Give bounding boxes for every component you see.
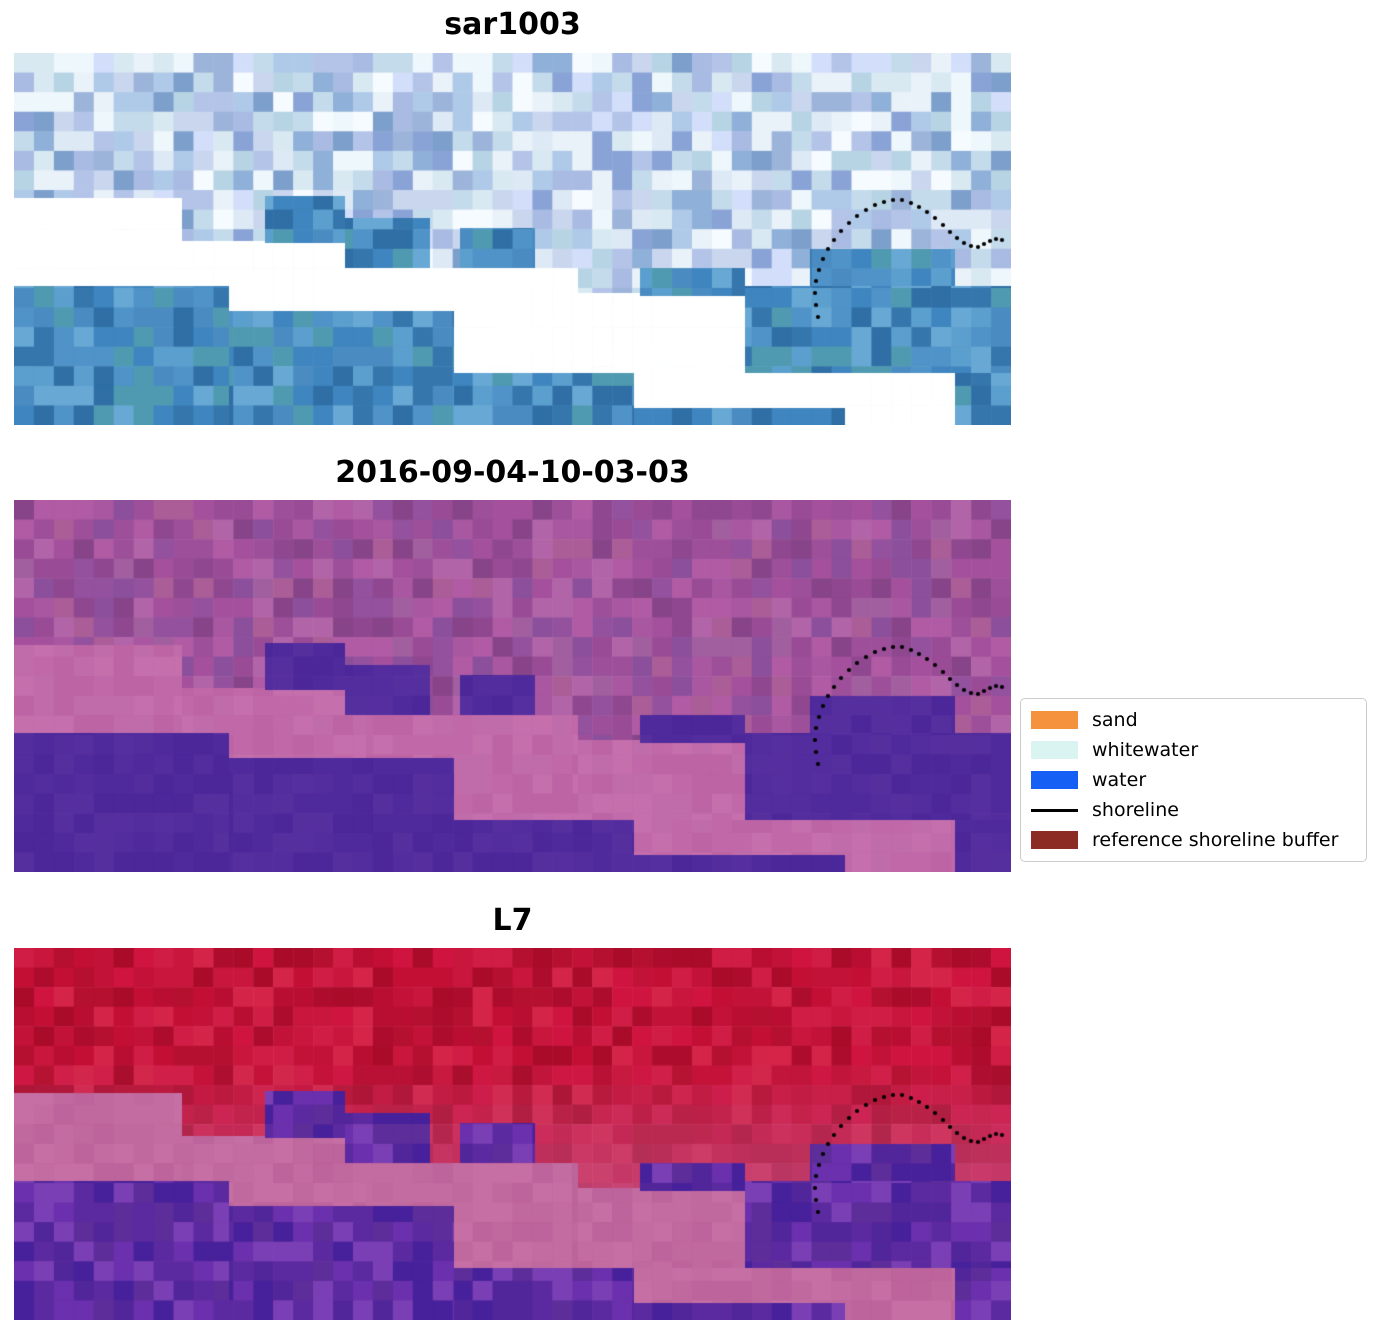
shoreline-line-swatch [1031, 808, 1078, 812]
panel-title-classified-date: 2016-09-04-10-03-03 [335, 455, 690, 490]
legend-item-whitewater: whitewater [1031, 735, 1356, 765]
legend-label-water: water [1092, 769, 1147, 791]
legend-item-reference-shoreline-buffer: reference shoreline buffer [1031, 825, 1356, 855]
panel-image-l7 [14, 948, 1011, 1320]
panel-image-classified-date [14, 500, 1011, 872]
whitewater-swatch [1031, 741, 1078, 759]
legend-item-shoreline: shoreline [1031, 795, 1356, 825]
reference-shoreline-buffer-swatch [1031, 831, 1078, 849]
legend-item-water: water [1031, 765, 1356, 795]
panel-image-sar1003 [14, 53, 1011, 425]
legend-label-shoreline: shoreline [1092, 799, 1179, 821]
panel-title-l7: L7 [492, 903, 533, 938]
legend-item-sand: sand [1031, 705, 1356, 735]
legend-label-reference-shoreline-buffer: reference shoreline buffer [1092, 829, 1339, 851]
panel-title-sar1003: sar1003 [444, 7, 581, 42]
legend: sand whitewater water shoreline referenc… [1020, 698, 1367, 862]
water-swatch [1031, 771, 1078, 789]
legend-label-sand: sand [1092, 709, 1138, 731]
sand-swatch [1031, 711, 1078, 729]
legend-label-whitewater: whitewater [1092, 739, 1199, 761]
